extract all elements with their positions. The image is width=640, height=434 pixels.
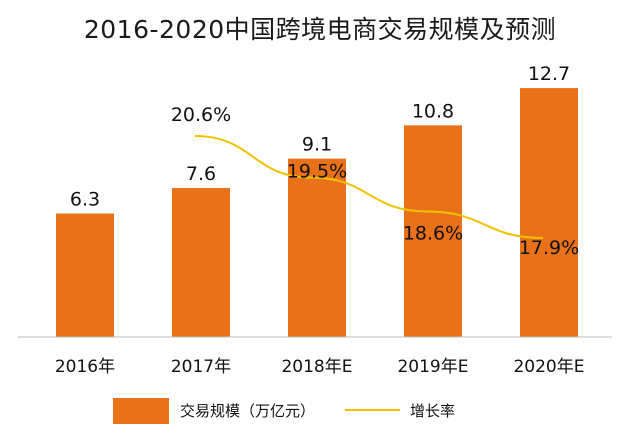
bar-value-labels: 6.3 7.6 9.1 10.8 12.7 [70, 63, 570, 210]
bar-value-label-1: 7.6 [186, 163, 216, 185]
bar-value-label-0: 6.3 [70, 189, 100, 211]
bar-group [56, 88, 578, 337]
rate-label-4: 17.9% [519, 237, 579, 259]
category-label-3: 2019年E [397, 357, 468, 377]
bar-3 [404, 125, 462, 337]
bar-value-label-2: 9.1 [302, 134, 332, 156]
bar-0 [56, 213, 114, 337]
legend-label-bar: 交易规模（万亿元） [180, 402, 315, 420]
rate-label-2: 19.5% [287, 161, 347, 183]
bar-1 [172, 188, 230, 337]
bar-2 [288, 158, 346, 337]
category-label-4: 2020年E [513, 357, 584, 377]
legend-swatch-bar [113, 398, 169, 424]
bar-value-label-3: 10.8 [412, 100, 454, 122]
legend-label-line: 增长率 [410, 402, 455, 420]
category-label-2: 2018年E [281, 357, 352, 377]
rate-label-3: 18.6% [403, 223, 463, 245]
legend: 交易规模（万亿元） 增长率 [113, 398, 455, 424]
bar-value-label-4: 12.7 [528, 63, 570, 85]
chart-title: 2016-2020中国跨境电商交易规模及预测 [83, 15, 557, 44]
growth-rate-labels: 20.6% 19.5% 18.6% 17.9% [171, 104, 579, 259]
rate-label-1: 20.6% [171, 104, 231, 126]
growth-rate-line [194, 135, 544, 239]
category-label-1: 2017年 [171, 357, 231, 377]
category-labels: 2016年 2017年 2018年E 2019年E 2020年E [55, 357, 585, 377]
bar-4 [520, 88, 578, 337]
category-label-0: 2016年 [55, 357, 115, 377]
